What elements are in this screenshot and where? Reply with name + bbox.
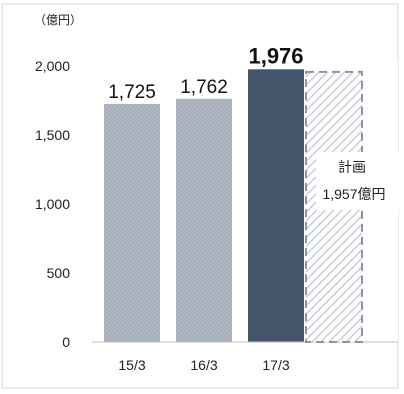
value-label: 1,725	[108, 82, 156, 103]
plan-bar-group: 計画 1,957億円	[305, 70, 404, 344]
y-tick-label: 2,000	[35, 58, 70, 74]
bars	[104, 69, 304, 343]
y-tick-label: 1,000	[35, 196, 70, 212]
unit-label: （億円）	[34, 13, 82, 27]
x-tick-label: 16/3	[190, 357, 217, 373]
plan-label-title: 計画	[338, 159, 366, 175]
y-tick-label: 1,500	[35, 127, 70, 143]
y-tick-label: 500	[47, 265, 71, 281]
x-axis-tick-labels: 15/3 16/3 17/3	[118, 357, 289, 373]
value-labels: 1,725 1,762 1,976	[108, 43, 303, 103]
plan-label-box	[316, 152, 404, 210]
bar-16-3	[176, 98, 232, 343]
x-tick-label: 17/3	[262, 357, 289, 373]
y-axis-tick-labels: 0 500 1,000 1,500 2,000	[35, 58, 70, 350]
value-label: 1,976	[248, 43, 303, 68]
value-label: 1,762	[180, 77, 228, 98]
y-tick-label: 0	[62, 334, 70, 350]
bar-17-3	[248, 69, 304, 342]
plan-label-value: 1,957億円	[322, 186, 385, 202]
bar-15-3	[104, 103, 160, 342]
x-tick-label: 15/3	[118, 357, 145, 373]
